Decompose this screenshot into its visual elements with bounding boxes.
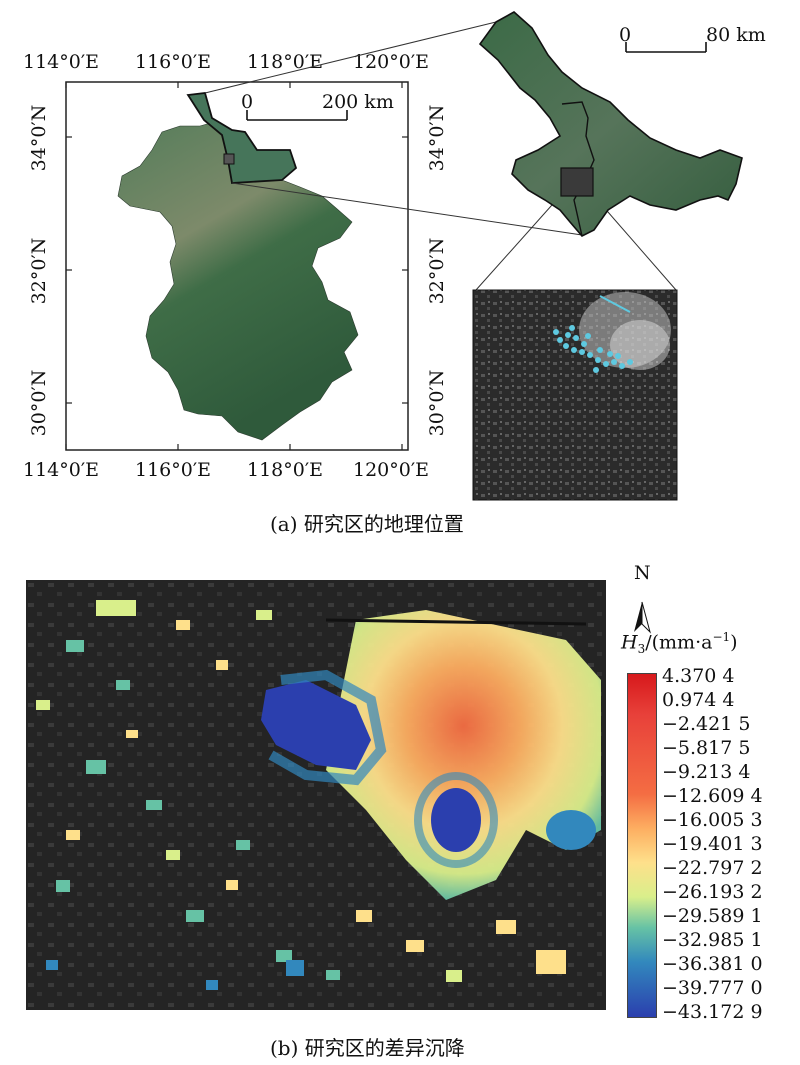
legend-title-sub: 3 xyxy=(637,642,646,657)
legend-color-ramp xyxy=(627,673,657,1018)
legend-value-3: −5.817 5 xyxy=(662,737,751,759)
legend-value-14: −43.172 9 xyxy=(662,1001,763,1023)
main-map-frame xyxy=(65,81,409,451)
legend-value-13: −39.777 0 xyxy=(662,977,763,999)
legend-title: H3/(mm·a−1) xyxy=(621,630,738,656)
legend-value-1: 0.974 4 xyxy=(662,689,735,711)
main-province-map xyxy=(65,11,743,501)
north-label: N xyxy=(634,562,651,584)
legend-value-12: −36.381 0 xyxy=(662,953,763,975)
main-scale-bar xyxy=(246,110,348,121)
legend-value-2: −2.421 5 xyxy=(662,713,751,735)
legend-title-sup: −1 xyxy=(712,630,731,644)
legend-value-0: 4.370 4 xyxy=(662,665,735,687)
legend-title-close: ) xyxy=(730,631,738,654)
bottom-tick-114: 114°0′E xyxy=(23,459,100,481)
legend-title-unit: /(mm·a xyxy=(645,631,713,654)
top-tick-114: 114°0′E xyxy=(23,51,100,73)
top-tick-120: 120°0′E xyxy=(353,51,430,73)
sar-image-inset xyxy=(472,289,678,501)
legend-value-7: −19.401 3 xyxy=(662,833,763,855)
main-scale-start: 0 xyxy=(241,91,254,113)
caption-a: (a) 研究区的地理位置 xyxy=(270,512,464,536)
legend-title-symbol: H xyxy=(621,631,638,654)
bottom-tick-118: 118°0′E xyxy=(247,459,324,481)
top-tick-118: 118°0′E xyxy=(247,51,324,73)
inset-study-box xyxy=(560,167,594,197)
province-north-boundary xyxy=(186,92,298,184)
north-arrow-icon xyxy=(634,601,651,634)
caption-b: (b) 研究区的差异沉降 xyxy=(270,1036,465,1060)
study-area-marker xyxy=(223,153,235,165)
panel-b: N H3/(mm·a−1) 4.370 4 0.974 4 −2.421 5 −… xyxy=(0,560,800,1065)
main-scale-end: 200 km xyxy=(322,91,394,113)
legend-value-4: −9.213 4 xyxy=(662,761,751,783)
top-tick-116: 116°0′E xyxy=(135,51,212,73)
bottom-tick-120: 120°0′E xyxy=(353,459,430,481)
legend-value-10: −29.589 1 xyxy=(662,905,763,927)
inset-scale-start: 0 xyxy=(619,24,632,46)
legend-value-9: −26.193 2 xyxy=(662,881,763,903)
bottom-tick-116: 116°0′E xyxy=(135,459,212,481)
inset-scale-bar xyxy=(625,42,707,53)
subsidence-map xyxy=(26,580,606,1010)
legend-value-11: −32.985 1 xyxy=(662,929,763,951)
legend-value-5: −12.609 4 xyxy=(662,785,763,807)
legend-value-8: −22.797 2 xyxy=(662,857,763,879)
panel-a: 114°0′E 116°0′E 118°0′E 120°0′E 114°0′E … xyxy=(23,11,766,536)
legend-value-6: −16.005 3 xyxy=(662,809,763,831)
inset-region-shape xyxy=(478,11,743,237)
province-shape xyxy=(117,92,359,441)
inset-scale-end: 80 km xyxy=(706,24,766,46)
